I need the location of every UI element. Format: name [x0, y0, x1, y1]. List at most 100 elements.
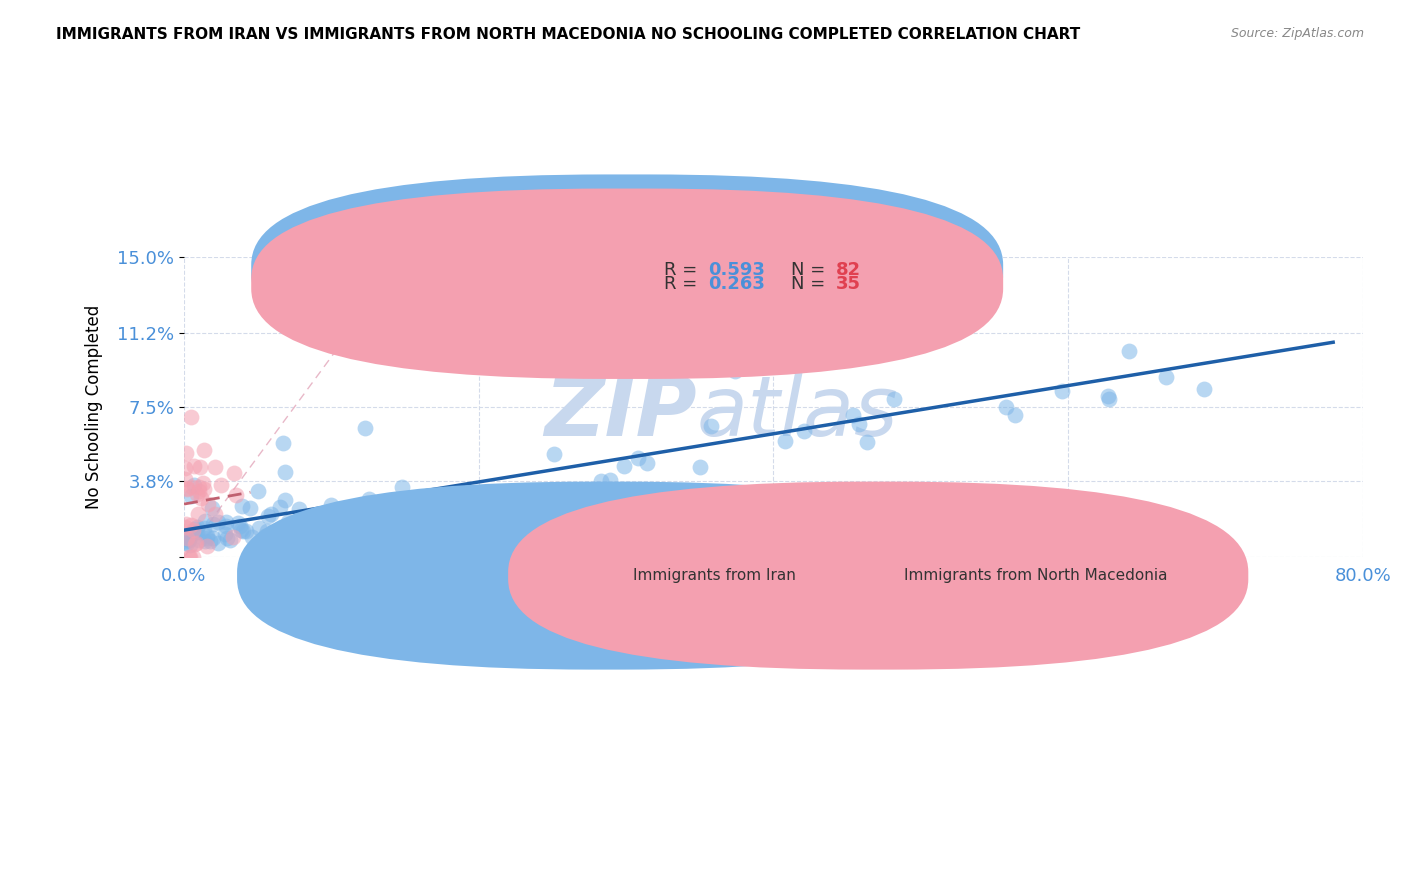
Point	[174, 532, 197, 546]
Point	[179, 530, 201, 544]
Point	[174, 516, 197, 531]
Point	[231, 500, 253, 514]
Point	[287, 502, 309, 516]
Text: N =: N =	[792, 275, 831, 293]
Point	[188, 533, 211, 547]
Point	[793, 424, 815, 438]
Text: ZIP: ZIP	[544, 372, 697, 453]
Text: atlas: atlas	[697, 372, 898, 453]
Point	[225, 488, 247, 502]
Point	[186, 536, 208, 550]
Point	[202, 531, 225, 545]
Point	[254, 529, 277, 543]
Point	[193, 482, 215, 496]
Point	[193, 521, 215, 535]
Point	[246, 484, 269, 499]
Point	[391, 479, 413, 493]
Point	[195, 539, 218, 553]
Point	[191, 476, 214, 491]
Point	[186, 524, 208, 539]
Point	[848, 417, 870, 431]
Point	[995, 400, 1018, 414]
Point	[174, 460, 197, 475]
Point	[219, 533, 242, 547]
Point	[188, 483, 211, 498]
Point	[174, 446, 197, 460]
Point	[190, 491, 212, 505]
Text: Source: ZipAtlas.com: Source: ZipAtlas.com	[1230, 27, 1364, 40]
Text: 0.593: 0.593	[709, 260, 765, 278]
Point	[179, 533, 201, 547]
Text: Immigrants from North Macedonia: Immigrants from North Macedonia	[904, 568, 1167, 583]
FancyBboxPatch shape	[591, 260, 938, 294]
Point	[174, 534, 197, 549]
FancyBboxPatch shape	[508, 482, 1249, 670]
Point	[591, 474, 613, 488]
Point	[176, 483, 198, 497]
Point	[180, 409, 202, 424]
Point	[195, 528, 218, 542]
Point	[183, 478, 205, 492]
Point	[215, 519, 238, 533]
Point	[186, 486, 208, 500]
Point	[1194, 382, 1216, 396]
Point	[177, 549, 200, 564]
Point	[193, 443, 215, 458]
Point	[1004, 408, 1026, 422]
Point	[201, 517, 224, 532]
Point	[176, 532, 198, 546]
Point	[180, 480, 202, 494]
Point	[204, 460, 226, 475]
Point	[179, 549, 201, 564]
Point	[269, 500, 291, 514]
Point	[207, 516, 229, 530]
Point	[179, 538, 201, 552]
Point	[855, 434, 877, 449]
FancyBboxPatch shape	[238, 482, 977, 670]
Point	[209, 478, 232, 492]
Point	[773, 434, 796, 448]
Point	[1154, 370, 1177, 384]
Point	[260, 507, 283, 521]
Point	[180, 489, 202, 503]
Point	[176, 535, 198, 549]
Point	[613, 459, 636, 474]
Text: 82: 82	[835, 260, 860, 278]
Point	[215, 516, 238, 530]
Point	[851, 330, 873, 344]
Text: Immigrants from Iran: Immigrants from Iran	[633, 568, 796, 583]
FancyBboxPatch shape	[252, 175, 1002, 365]
Point	[195, 532, 218, 546]
Point	[599, 473, 621, 487]
Point	[188, 480, 211, 494]
Point	[1050, 384, 1073, 399]
Point	[200, 501, 222, 516]
Point	[274, 465, 297, 479]
Point	[240, 530, 263, 544]
Point	[186, 520, 208, 534]
Point	[229, 519, 252, 533]
Point	[197, 497, 219, 511]
Point	[271, 435, 294, 450]
Point	[221, 530, 243, 544]
Point	[183, 459, 205, 474]
Text: 35: 35	[835, 275, 860, 293]
Point	[184, 536, 207, 550]
Point	[194, 533, 217, 548]
Point	[356, 496, 378, 510]
Point	[256, 524, 278, 538]
Text: 0.263: 0.263	[709, 275, 765, 293]
Point	[181, 549, 204, 564]
Point	[299, 521, 322, 535]
Point	[226, 516, 249, 531]
Point	[689, 460, 711, 475]
Point	[188, 460, 211, 475]
Point	[314, 518, 336, 533]
Point	[1098, 392, 1121, 406]
Point	[184, 524, 207, 539]
Point	[257, 508, 280, 523]
Y-axis label: No Schooling Completed: No Schooling Completed	[86, 305, 103, 509]
Point	[354, 509, 377, 524]
Point	[217, 531, 239, 545]
Point	[359, 491, 381, 506]
